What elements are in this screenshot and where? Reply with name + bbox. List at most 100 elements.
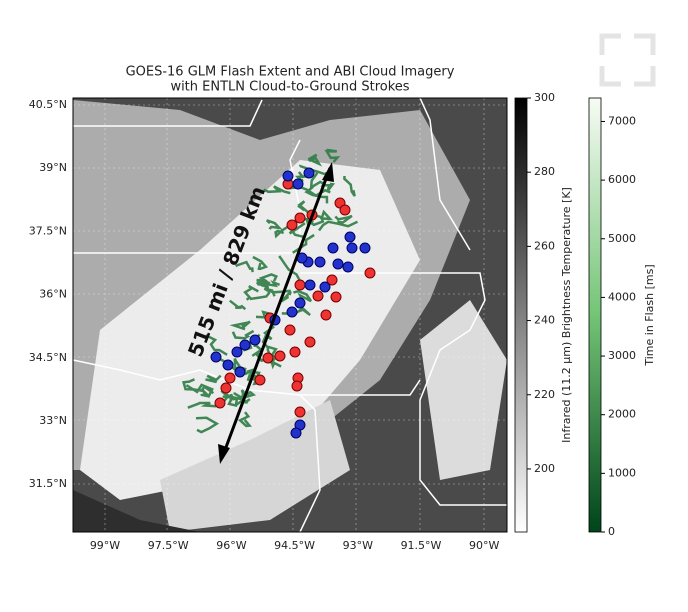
lon-label: 93°W <box>343 539 373 552</box>
flash-path <box>234 260 254 273</box>
colorbar-tick-label: 2000 <box>608 408 636 421</box>
stroke-dot-blue <box>286 306 298 318</box>
stroke-dot-red <box>294 279 306 291</box>
stroke-dot-red <box>294 212 306 224</box>
stroke-dot-blue <box>303 167 315 179</box>
stroke-dot-red <box>214 397 226 409</box>
flash-path <box>334 214 353 224</box>
lon-label: 91.5°W <box>401 539 442 552</box>
colorbar-tick-label: 200 <box>534 462 555 475</box>
colorbar-tick-label: 4000 <box>608 290 636 303</box>
flash-path <box>231 329 255 340</box>
lat-label: 39°N <box>39 161 67 174</box>
colorbar-tick-label: 0 <box>608 525 615 538</box>
map <box>73 98 507 532</box>
flash-path <box>278 255 301 281</box>
stroke-dot-blue <box>239 339 251 351</box>
title-line: with ENTLN Cloud-to-Ground Strokes <box>170 80 409 95</box>
stroke-dot-blue <box>319 281 331 293</box>
stroke-dot-blue <box>327 242 339 254</box>
stroke-dot-blue <box>282 170 294 182</box>
flash-path <box>265 219 283 230</box>
colorbar-tick-label: 7000 <box>608 114 636 127</box>
colorbar-tick-label: 260 <box>534 239 555 252</box>
flash-path <box>205 334 228 356</box>
colorbar-tick-label: 240 <box>534 314 555 327</box>
colorbar-label: Infrared (11.2 μm) Brightness Temperatur… <box>560 187 573 443</box>
flash-path <box>309 170 326 190</box>
flash-path <box>288 222 306 239</box>
flash-path <box>229 320 251 331</box>
flash-path <box>195 416 220 434</box>
flash-path <box>237 411 253 428</box>
colorbar-tick-label: 6000 <box>608 173 636 186</box>
flash-path <box>324 148 341 163</box>
colorbar <box>514 97 528 533</box>
stroke-dot-red <box>254 374 266 386</box>
stroke-dot-red <box>339 204 351 216</box>
stroke-dot-red <box>291 380 303 392</box>
stroke-dot-blue <box>231 346 243 358</box>
colorbar <box>588 97 602 533</box>
flash-path <box>268 357 282 370</box>
colorbar-tick-label: 220 <box>534 388 555 401</box>
flash-path <box>312 209 334 221</box>
lat-label: 37.5°N <box>29 224 67 237</box>
flash-path <box>307 153 323 167</box>
colorbar-tick-label: 300 <box>534 91 555 104</box>
colorbar-tick-label: 280 <box>534 165 555 178</box>
flash-path <box>280 290 292 303</box>
stroke-dot-blue <box>344 231 356 243</box>
flash-path <box>185 383 214 399</box>
flash-path <box>220 389 232 403</box>
stroke-dot-red <box>286 219 298 231</box>
stroke-dot-blue <box>249 334 261 346</box>
flash-path <box>249 287 271 301</box>
fullscreen-icon[interactable] <box>599 33 656 87</box>
flash-path <box>318 220 359 232</box>
stroke-dot-blue <box>342 261 354 273</box>
lon-label: 97.5°W <box>148 539 189 552</box>
stroke-dot-red <box>220 382 232 394</box>
lat-label: 33°N <box>39 414 67 427</box>
flash-path <box>292 233 315 254</box>
stroke-dot-blue <box>304 279 316 291</box>
stroke-dot-blue <box>332 258 344 270</box>
stroke-dot-blue <box>222 359 234 371</box>
colorbar-tick-label: 5000 <box>608 232 636 245</box>
lon-label: 94.5°W <box>274 539 315 552</box>
flash-path <box>263 185 291 195</box>
stroke-dot-red <box>274 350 286 362</box>
stroke-dot-red <box>312 290 324 302</box>
flash-path <box>274 223 292 239</box>
stroke-dot-red <box>320 309 332 321</box>
stroke-dot-red <box>364 267 376 279</box>
stroke-dot-red <box>284 324 296 336</box>
lat-label: 31.5°N <box>29 477 67 490</box>
flash-path <box>233 389 245 400</box>
stroke-dot-blue <box>292 178 304 190</box>
lon-label: 90°W <box>469 539 499 552</box>
flash-path <box>256 273 279 283</box>
map-frame <box>72 97 508 533</box>
stroke-dot-blue <box>210 351 222 363</box>
stroke-dot-red <box>304 336 316 348</box>
colorbar-tick-label: 1000 <box>608 466 636 479</box>
stroke-dot-blue <box>290 427 302 439</box>
flash-path <box>243 285 259 301</box>
stroke-dot-red <box>289 346 301 358</box>
lat-label: 40.5°N <box>29 98 67 111</box>
flash-path <box>293 289 313 303</box>
flash-path <box>187 401 217 409</box>
stroke-dot-blue <box>314 256 326 268</box>
flash-path <box>229 299 247 311</box>
lat-label: 36°N <box>39 288 67 301</box>
stroke-dot-blue <box>234 366 246 378</box>
lat-label: 34.5°N <box>29 351 67 364</box>
lon-label: 99°W <box>90 539 120 552</box>
flash-path <box>343 175 356 197</box>
colorbar-label: Time in Flash [ms] <box>643 264 656 366</box>
stroke-dot-blue <box>294 297 306 309</box>
stroke-dot-red <box>262 352 274 364</box>
